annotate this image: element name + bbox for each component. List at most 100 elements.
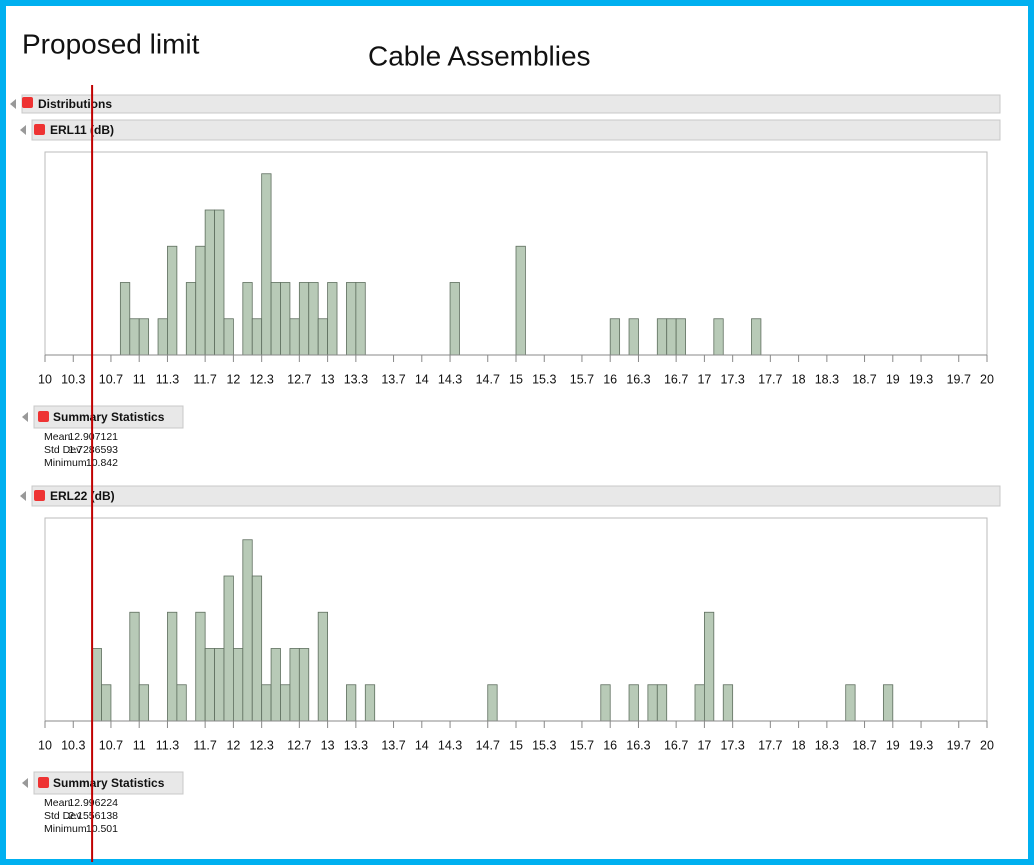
bar <box>364 684 376 722</box>
bar <box>232 648 244 722</box>
x-tick-label: 11 <box>133 738 146 752</box>
x-tick-label: 16 <box>603 738 617 752</box>
bar <box>487 684 498 722</box>
x-tick-label: 11 <box>133 372 146 386</box>
x-tick-label: 10.7 <box>99 372 123 386</box>
bar <box>280 282 291 356</box>
x-tick-label: 18.3 <box>815 738 839 752</box>
bar <box>223 318 234 356</box>
bar <box>289 648 300 722</box>
x-tick-label: 10.3 <box>61 372 85 386</box>
x-tick-label: 15.3 <box>532 738 556 752</box>
x-tick-label: 20 <box>980 372 994 386</box>
disclosure[interactable] <box>20 491 26 501</box>
x-tick-label: 16 <box>603 372 617 386</box>
x-tick-label: 15.7 <box>570 372 594 386</box>
bar <box>298 282 310 356</box>
x-tick-label: 19 <box>886 372 900 386</box>
bar <box>713 318 724 356</box>
stat-label: Mean <box>44 797 70 809</box>
x-tick-label: 17.3 <box>720 372 744 386</box>
bar <box>195 245 206 356</box>
bar <box>628 684 639 722</box>
x-tick-label: 15 <box>509 372 523 386</box>
bar <box>261 173 272 356</box>
x-tick-label: 19.7 <box>947 738 971 752</box>
x-tick-label: 17 <box>697 738 711 752</box>
x-tick-label: 17.3 <box>720 738 744 752</box>
bar <box>722 684 734 722</box>
x-tick-label: 12.7 <box>287 372 311 386</box>
x-tick-label: 10 <box>38 738 52 752</box>
bar <box>666 318 677 356</box>
stat-label: Minimum <box>44 823 87 835</box>
x-tick-label: 15 <box>509 738 523 752</box>
x-tick-label: 20 <box>980 738 994 752</box>
section-title: ERL22 (dB) <box>50 489 115 503</box>
bar <box>656 684 668 722</box>
section-bar <box>31 119 1001 141</box>
x-tick-label: 11.3 <box>156 738 179 752</box>
x-tick-label: 12.3 <box>249 738 273 752</box>
bar <box>101 684 112 722</box>
x-tick-label: 14.3 <box>438 372 462 386</box>
menu-icon[interactable] <box>38 777 49 788</box>
bar <box>346 684 357 722</box>
disclosure[interactable] <box>20 125 26 135</box>
bar <box>214 209 225 356</box>
x-tick-label: 16.7 <box>664 372 688 386</box>
bar <box>327 282 338 356</box>
x-tick-label: 14 <box>415 738 429 752</box>
x-tick-label: 19.3 <box>909 738 933 752</box>
bar <box>129 611 140 722</box>
x-tick-label: 13 <box>321 372 335 386</box>
x-tick-label: 19 <box>886 738 900 752</box>
bar <box>129 318 140 356</box>
menu-icon[interactable] <box>22 97 33 108</box>
bar <box>138 318 150 356</box>
x-tick-label: 13.7 <box>381 372 405 386</box>
stat-value: 10.501 <box>86 823 118 835</box>
bar <box>176 684 187 722</box>
section-bar <box>31 485 1001 507</box>
x-tick-label: 16.7 <box>664 738 688 752</box>
x-tick-label: 17 <box>697 372 711 386</box>
bar <box>515 245 526 356</box>
bar <box>675 318 686 356</box>
stat-value: 1.7286593 <box>68 444 118 456</box>
bar <box>138 684 150 722</box>
outline-title: Distributions <box>38 97 112 111</box>
bar <box>600 684 611 722</box>
bar <box>308 282 319 356</box>
x-tick-label: 12 <box>226 372 240 386</box>
bar <box>167 611 178 722</box>
disclosure[interactable] <box>22 412 28 422</box>
bar <box>751 318 762 356</box>
menu-icon[interactable] <box>34 490 45 501</box>
bar <box>270 282 281 356</box>
x-tick-label: 10.7 <box>99 738 123 752</box>
x-tick-label: 16.3 <box>626 738 650 752</box>
x-tick-label: 13.3 <box>344 372 368 386</box>
bar <box>882 684 894 722</box>
x-tick-label: 17.7 <box>758 372 782 386</box>
bar <box>251 318 263 356</box>
summary-title: Summary Statistics <box>53 776 165 790</box>
bar <box>355 282 366 356</box>
bar <box>346 282 357 356</box>
menu-icon[interactable] <box>34 124 45 135</box>
stat-value: 10.842 <box>86 457 118 469</box>
bar <box>317 318 328 356</box>
bar <box>204 209 215 356</box>
disclosure[interactable] <box>10 99 16 109</box>
limit-label: Proposed limit <box>22 28 200 59</box>
x-tick-label: 18 <box>792 738 806 752</box>
stat-value: 12.996224 <box>68 797 118 809</box>
disclosure[interactable] <box>22 778 28 788</box>
stat-value: 2.1556138 <box>68 810 118 822</box>
menu-icon[interactable] <box>38 411 49 422</box>
summary-bar <box>33 771 184 795</box>
x-tick-label: 13 <box>321 738 335 752</box>
bar <box>195 611 206 722</box>
